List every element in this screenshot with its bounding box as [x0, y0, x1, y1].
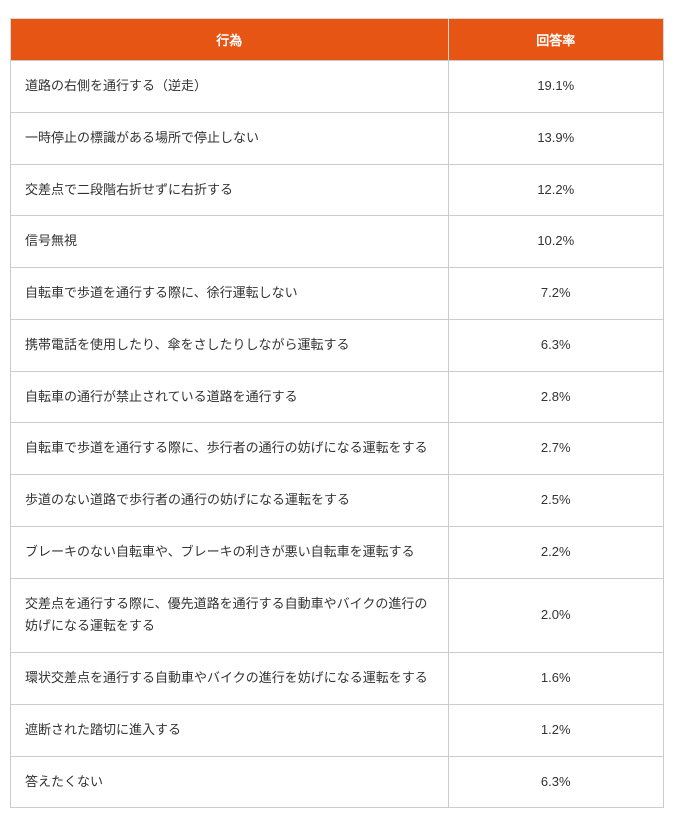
action-cell: 遮断された踏切に進入する — [10, 703, 449, 757]
action-cell: 携帯電話を使用したり、傘をさしたりしながら運転する — [10, 318, 449, 372]
table-row: 遮断された踏切に進入する 1.2% — [10, 703, 664, 757]
rate-cell: 19.1% — [447, 60, 664, 113]
table-header: 行為 回答率 — [10, 18, 664, 61]
table-row: 交差点を通行する際に、優先道路を通行する自動車やバイクの進行の妨げになる運転をす… — [10, 577, 664, 653]
table-row: 交差点で二段階右折せずに右折する 12.2% — [10, 163, 664, 217]
rate-cell: 2.0% — [447, 577, 664, 653]
rate-cell: 13.9% — [447, 111, 664, 165]
rate-cell: 2.5% — [447, 474, 664, 527]
action-cell: 信号無視 — [10, 215, 449, 268]
rate-cell: 2.7% — [447, 422, 664, 475]
action-cell: 環状交差点を通行する自動車やバイクの進行を妨げになる運転をする — [10, 652, 449, 705]
rate-cell: 6.3% — [447, 318, 664, 372]
action-cell: ブレーキのない自転車や、ブレーキの利きが悪い自転車を運転する — [10, 525, 449, 579]
column-header-action: 行為 — [10, 18, 449, 61]
rate-cell: 6.3% — [447, 755, 664, 809]
rate-cell: 10.2% — [447, 215, 664, 268]
table-row: 答えたくない 6.3% — [10, 755, 664, 809]
table-row: 信号無視 10.2% — [10, 215, 664, 268]
rate-cell: 12.2% — [447, 163, 664, 217]
action-cell: 一時停止の標識がある場所で停止しない — [10, 111, 449, 165]
table-row: 自転車で歩道を通行する際に、歩行者の通行の妨げになる運転をする 2.7% — [10, 422, 664, 475]
action-cell: 自転車で歩道を通行する際に、歩行者の通行の妨げになる運転をする — [10, 422, 449, 475]
table-row: 歩道のない道路で歩行者の通行の妨げになる運転をする 2.5% — [10, 474, 664, 527]
table-row: 自転車で歩道を通行する際に、徐行運転しない 7.2% — [10, 267, 664, 320]
rate-cell: 2.2% — [447, 525, 664, 579]
action-cell: 答えたくない — [10, 755, 449, 809]
rate-cell: 2.8% — [447, 370, 664, 424]
table-row: 環状交差点を通行する自動車やバイクの進行を妨げになる運転をする 1.6% — [10, 652, 664, 705]
rate-cell: 7.2% — [447, 267, 664, 320]
survey-results-table: 行為 回答率 道路の右側を通行する（逆走） 19.1% 一時停止の標識がある場所… — [10, 18, 664, 809]
table-row: ブレーキのない自転車や、ブレーキの利きが悪い自転車を運転する 2.2% — [10, 525, 664, 579]
table-row: 自転車の通行が禁止されている道路を通行する 2.8% — [10, 370, 664, 424]
table-row: 一時停止の標識がある場所で停止しない 13.9% — [10, 111, 664, 165]
rate-cell: 1.6% — [447, 652, 664, 705]
header-row: 行為 回答率 — [10, 18, 664, 61]
table-body: 道路の右側を通行する（逆走） 19.1% 一時停止の標識がある場所で停止しない … — [10, 60, 664, 809]
action-cell: 自転車で歩道を通行する際に、徐行運転しない — [10, 267, 449, 320]
action-cell: 歩道のない道路で歩行者の通行の妨げになる運転をする — [10, 474, 449, 527]
action-cell: 自転車の通行が禁止されている道路を通行する — [10, 370, 449, 424]
action-cell: 交差点で二段階右折せずに右折する — [10, 163, 449, 217]
table-row: 道路の右側を通行する（逆走） 19.1% — [10, 60, 664, 113]
rate-cell: 1.2% — [447, 703, 664, 757]
action-cell: 交差点を通行する際に、優先道路を通行する自動車やバイクの進行の妨げになる運転をす… — [10, 577, 449, 653]
column-header-rate: 回答率 — [447, 18, 664, 61]
action-cell: 道路の右側を通行する（逆走） — [10, 60, 449, 113]
table-row: 携帯電話を使用したり、傘をさしたりしながら運転する 6.3% — [10, 318, 664, 372]
